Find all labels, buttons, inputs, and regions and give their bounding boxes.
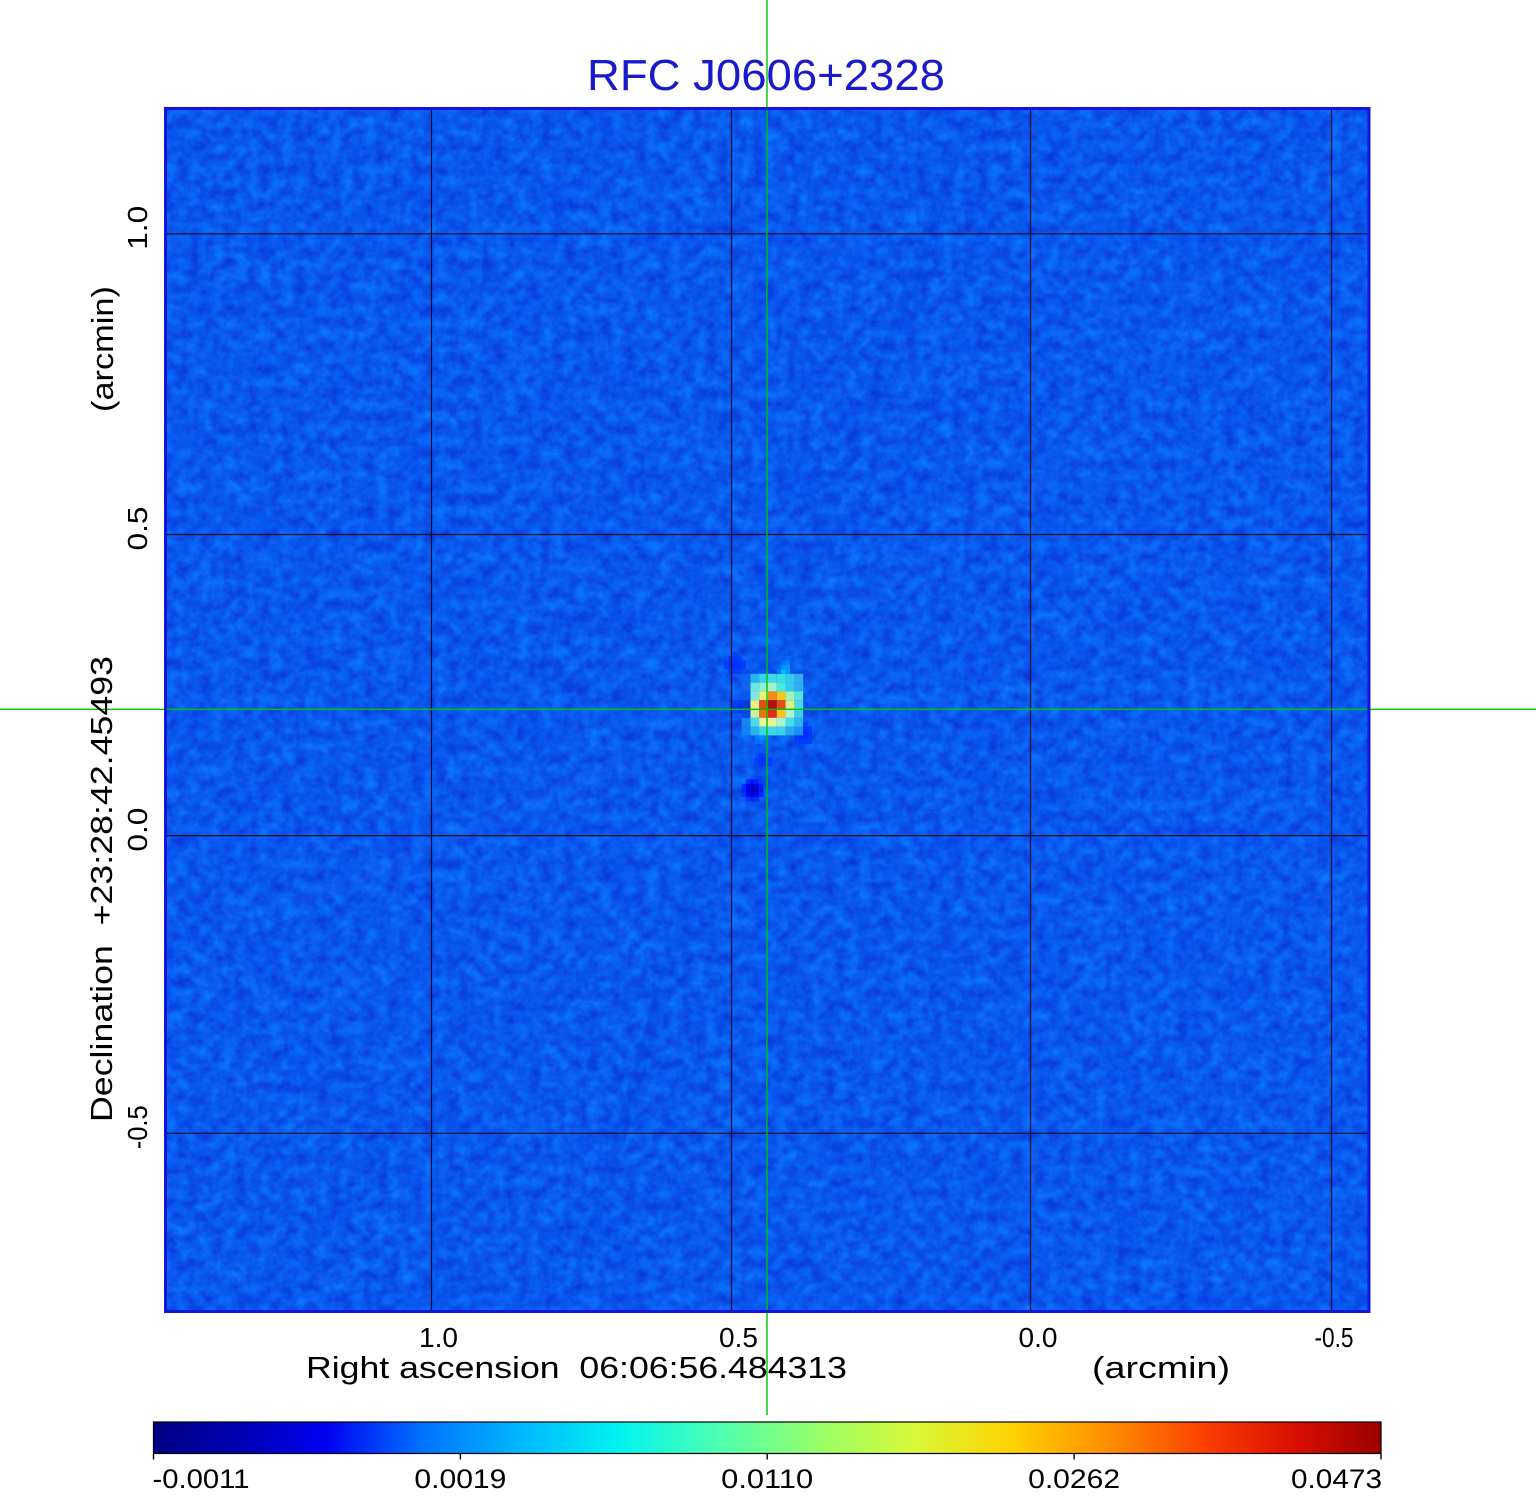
svg-text:Declination +23:28:42.45493: Declination +23:28:42.45493 [84,656,119,1122]
svg-text:0.0019: 0.0019 [414,1464,506,1494]
svg-text:(arcmin): (arcmin) [1092,1350,1230,1385]
svg-text:0.0110: 0.0110 [721,1464,813,1494]
svg-text:1.0: 1.0 [122,206,153,250]
svg-text:0.0473: 0.0473 [1291,1464,1382,1494]
svg-text:RFC J0606+2328: RFC J0606+2328 [587,51,945,100]
svg-text:0.0: 0.0 [1019,1322,1058,1353]
svg-text:0.0262: 0.0262 [1028,1464,1120,1494]
svg-text:0.5: 0.5 [122,507,153,551]
svg-text:0.0: 0.0 [122,808,153,852]
svg-text:0.5: 0.5 [719,1322,758,1353]
svg-text:(arcmin): (arcmin) [85,286,120,412]
svg-text:-0.5: -0.5 [1315,1322,1354,1353]
svg-text:-0.5: -0.5 [122,1105,153,1149]
svg-text:1.0: 1.0 [419,1322,458,1353]
svg-text:Right ascension 06:06:56.4843: Right ascension 06:06:56.484313 [306,1350,847,1385]
svg-text:-0.0011: -0.0011 [153,1464,250,1494]
